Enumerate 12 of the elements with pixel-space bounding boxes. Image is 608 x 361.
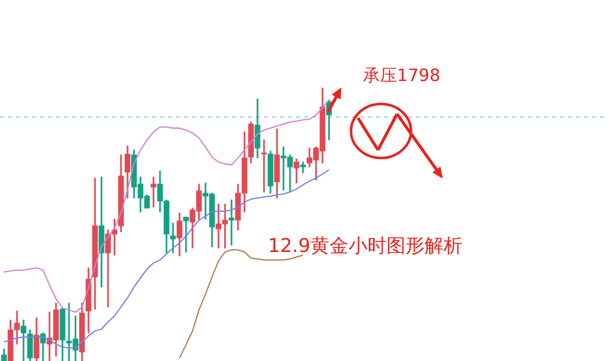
candlestick [112,218,118,256]
candlestick [98,176,104,288]
candlestick [183,216,189,252]
candlestick [228,200,234,246]
candlestick [20,320,26,361]
candlestick [261,140,267,192]
candlestick [105,230,111,308]
annotation: 12.9黄金小时图形解析 [268,234,462,259]
text: 承压1798 [363,65,440,87]
candlestick [150,176,156,208]
candlestick [170,222,176,254]
candlestick [300,162,306,174]
